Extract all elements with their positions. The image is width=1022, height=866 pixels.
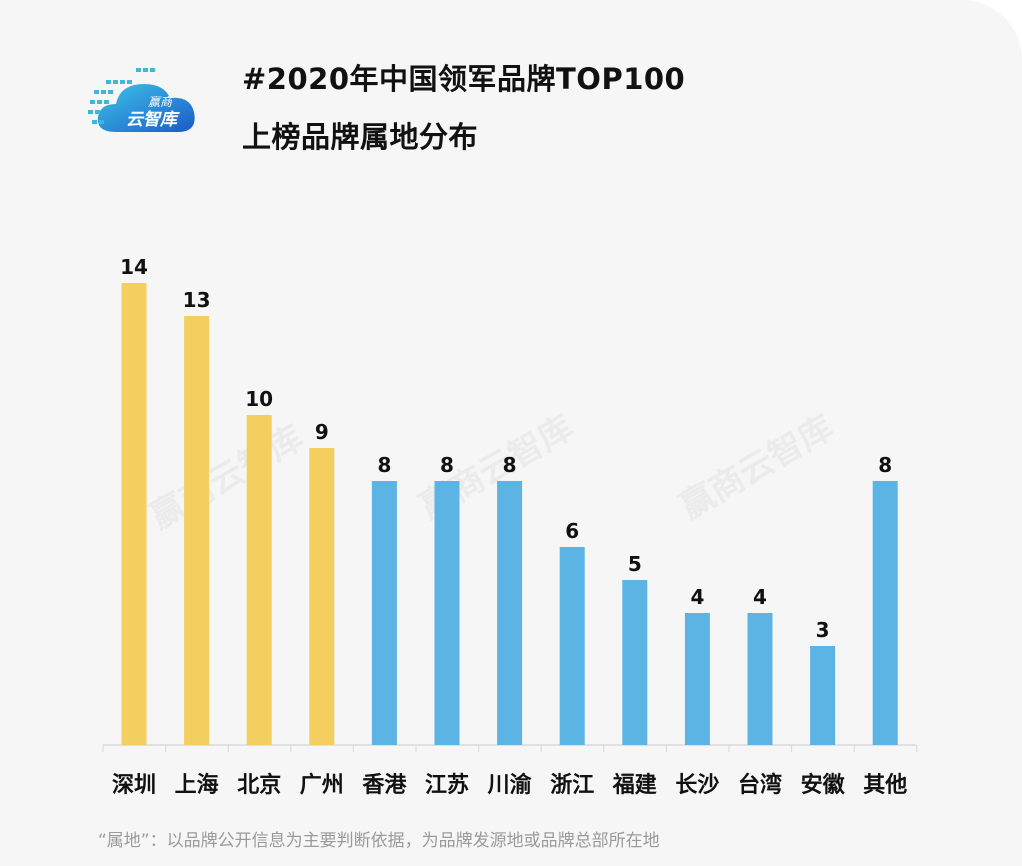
- category-label: 其他: [863, 773, 907, 798]
- category-label: 江苏: [425, 772, 469, 798]
- category-label: 川渝: [487, 772, 533, 798]
- data-label: 14: [120, 255, 148, 279]
- data-label: 8: [503, 453, 517, 477]
- category-label: 广州: [300, 772, 344, 798]
- data-label: 9: [315, 420, 329, 444]
- bar: [246, 415, 272, 745]
- bar: [747, 613, 773, 745]
- bar: [684, 613, 710, 745]
- footnote: “属地”：以品牌公开信息为主要判断依据，为品牌发源地或品牌总部所在地: [98, 831, 660, 851]
- bar: [872, 481, 898, 745]
- bar: [810, 646, 836, 745]
- chart-title: #2020年中国领军品牌TOP100: [242, 62, 686, 96]
- chart-subtitle: 上榜品牌属地分布: [242, 120, 479, 154]
- bar: [622, 580, 648, 745]
- category-label: 浙江: [550, 773, 594, 798]
- bar: [434, 481, 460, 745]
- category-label: 香港: [362, 773, 407, 798]
- bar: [121, 283, 147, 745]
- bar: [559, 547, 585, 745]
- data-label: 10: [245, 387, 273, 411]
- category-label: 安徽: [801, 772, 846, 798]
- data-label: 8: [377, 453, 391, 477]
- bar: [371, 481, 397, 745]
- logo-text-2: 云智库: [126, 110, 180, 130]
- bar: [497, 481, 523, 745]
- category-label: 深圳: [112, 773, 156, 798]
- category-label: 上海: [175, 772, 219, 798]
- category-label: 福建: [612, 773, 657, 798]
- data-label: 6: [565, 519, 579, 543]
- category-label: 台湾: [738, 772, 782, 798]
- data-label: 4: [753, 585, 767, 609]
- category-label: 北京: [237, 772, 281, 798]
- data-label: 4: [690, 585, 704, 609]
- data-label: 3: [816, 618, 830, 642]
- bar: [184, 316, 210, 745]
- brand-logo: 赢商 云智库: [88, 68, 195, 132]
- data-label: 5: [628, 552, 642, 576]
- logo-text-1: 赢商: [148, 95, 174, 109]
- category-label: 长沙: [675, 773, 719, 798]
- bar: [309, 448, 335, 745]
- data-label: 13: [183, 288, 211, 312]
- data-label: 8: [440, 453, 454, 477]
- data-label: 8: [878, 453, 892, 477]
